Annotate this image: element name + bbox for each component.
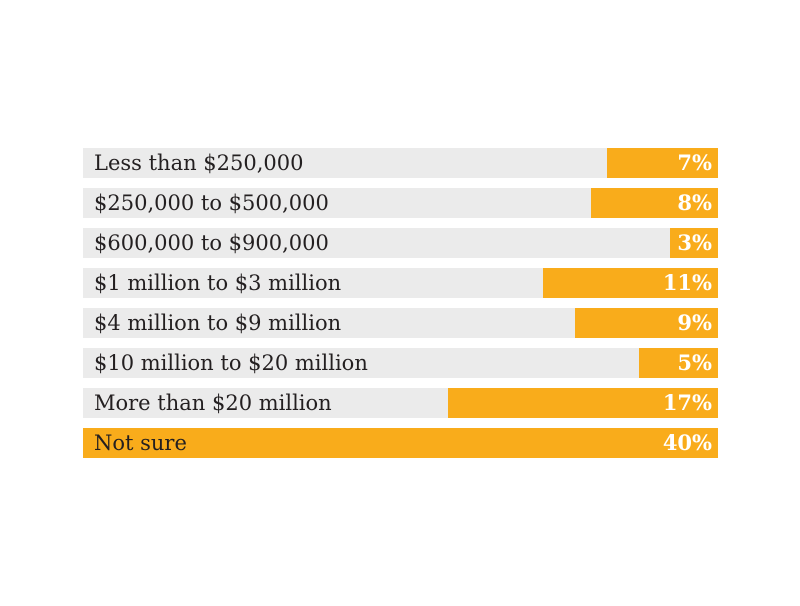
chart-row: $10 million to $20 million 5% — [83, 348, 718, 378]
chart-row: $4 million to $9 million 9% — [83, 308, 718, 338]
category-label: $1 million to $3 million — [94, 271, 342, 295]
bar-mark — [83, 428, 718, 458]
category-label: More than $20 million — [94, 391, 332, 415]
value-label: 8% — [677, 190, 712, 215]
bar-mark — [591, 188, 718, 218]
category-label: Less than $250,000 — [94, 151, 304, 175]
bar-mark — [543, 268, 718, 298]
chart-row: Not sure 40% — [83, 428, 718, 458]
value-label: 9% — [677, 310, 712, 335]
value-label: 11% — [662, 270, 712, 295]
value-label: 40% — [662, 430, 712, 455]
category-label: $250,000 to $500,000 — [94, 191, 329, 215]
value-label: 7% — [677, 150, 712, 175]
category-label: $4 million to $9 million — [94, 311, 342, 335]
bar-chart: Less than $250,000 7% $250,000 to $500,000… — [83, 148, 718, 468]
chart-row: $250,000 to $500,000 8% — [83, 188, 718, 218]
chart-row: $600,000 to $900,000 3% — [83, 228, 718, 258]
bar-mark — [670, 228, 718, 258]
category-label: $10 million to $20 million — [94, 351, 368, 375]
value-label: 17% — [662, 390, 712, 415]
value-label: 3% — [677, 230, 712, 255]
chart-row: Less than $250,000 7% — [83, 148, 718, 178]
value-label: 5% — [677, 350, 712, 375]
bar-mark — [639, 348, 718, 378]
bar-mark — [607, 148, 718, 178]
bar-mark — [448, 388, 718, 418]
category-label: Not sure — [94, 431, 187, 455]
category-label: $600,000 to $900,000 — [94, 231, 329, 255]
bar-mark — [575, 308, 718, 338]
chart-row: $1 million to $3 million 11% — [83, 268, 718, 298]
chart-row: More than $20 million 17% — [83, 388, 718, 418]
